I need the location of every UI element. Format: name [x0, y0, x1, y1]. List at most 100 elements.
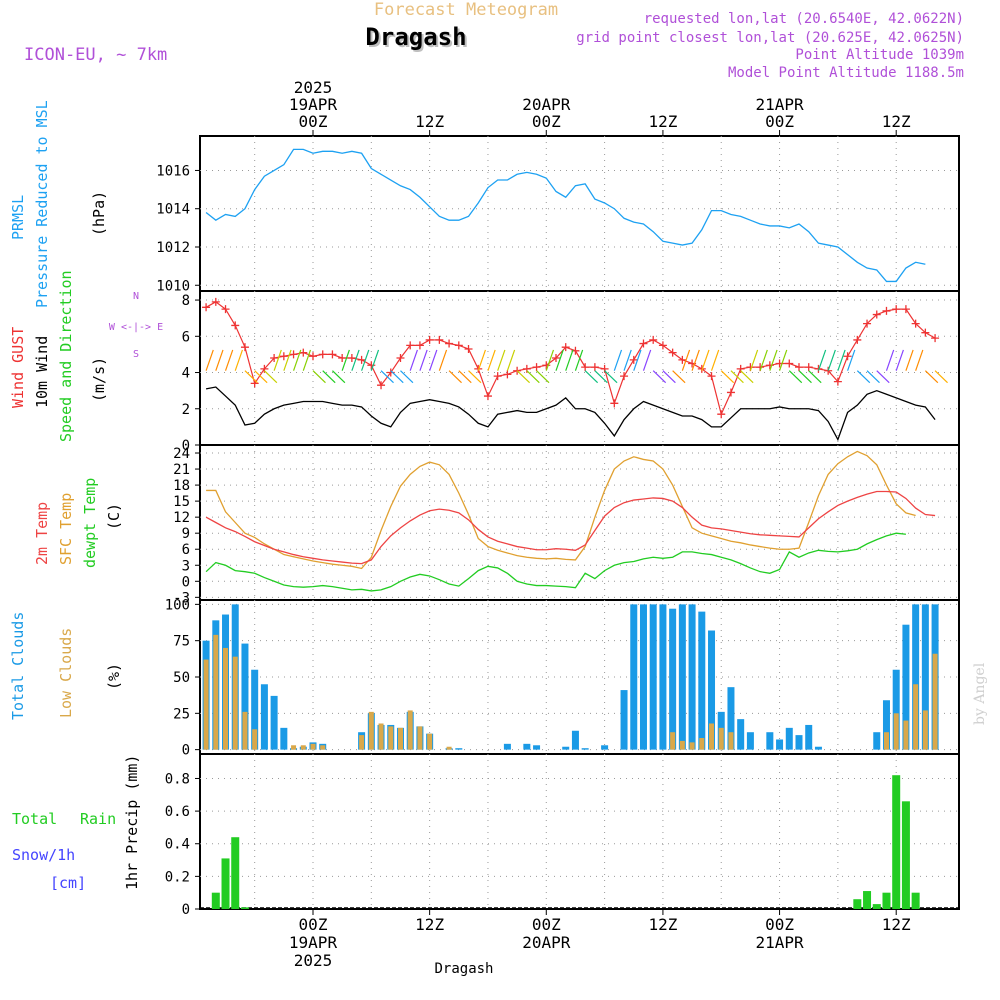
pressure-label-2: Pressure Reduced to MSL [33, 100, 51, 308]
clouds-ytick-label: 0 [182, 743, 190, 759]
bottom-time-label: 00Z [532, 915, 561, 934]
gust-marker [221, 305, 230, 314]
bottom-time-label: 19APR [289, 933, 338, 952]
gust-marker [318, 350, 327, 359]
wind-arrow [749, 349, 759, 371]
pressure-label-1: PRMSL [9, 195, 27, 240]
wind-arrow [409, 349, 418, 371]
panel-frames [199, 135, 960, 910]
gust-marker [726, 388, 735, 397]
gust-marker [765, 361, 774, 370]
wind-arrow [740, 370, 754, 384]
wind-arrow [380, 370, 394, 384]
wind-arrow [769, 349, 778, 371]
total-cloud-bar [708, 630, 716, 750]
gust-marker [406, 341, 415, 350]
precip-ytick-label: 0.4 [165, 837, 190, 853]
total-cloud-bar [912, 604, 920, 750]
low-cloud-bar [378, 723, 384, 750]
wind-arrow [905, 349, 914, 371]
gust-line [205, 301, 936, 417]
wind-arrow [487, 349, 496, 371]
gust-marker [464, 344, 473, 353]
wind-arrow [370, 349, 380, 371]
bottom-time-label: 12Z [648, 915, 677, 934]
wind-arrow [536, 370, 550, 384]
pressure-ytick-label: 1012 [156, 240, 190, 256]
gust-marker [454, 341, 463, 350]
precip-label-cm: [cm] [50, 874, 86, 892]
gust-marker [542, 361, 551, 370]
gust-marker [445, 339, 454, 348]
wind-arrow [594, 370, 608, 384]
total-cloud-bar [455, 748, 463, 750]
wind-arrow [497, 349, 506, 371]
wind-speed-line [205, 386, 936, 442]
gust-marker [872, 310, 881, 319]
wind-arrow [730, 370, 744, 384]
gust-marker [590, 363, 599, 372]
wind-arrow [808, 370, 822, 384]
low-cloud-bar [407, 710, 413, 750]
wind-arrow [312, 370, 326, 384]
wind-arrow [506, 349, 516, 371]
temp-ytick-label: 3 [182, 558, 190, 574]
low-cloud-bar [903, 720, 909, 750]
temp-label-sfc: SFC Temp [57, 493, 75, 565]
wind-arrow [847, 349, 856, 371]
total-cloud-bar [639, 604, 647, 750]
data-marks [200, 148, 959, 909]
low-cloud-bar [728, 732, 734, 750]
rain-bar [882, 892, 891, 909]
wind-arrow [351, 349, 360, 371]
gust-marker [202, 303, 211, 312]
wind-arrow [322, 370, 336, 384]
wind-arrow [574, 349, 584, 371]
bottom-time-label: 12Z [415, 915, 444, 934]
total-cloud-bar [746, 732, 754, 750]
temp-ytick-label: 12 [173, 510, 190, 526]
low-cloud-bar [446, 746, 452, 750]
clouds-ytick-label: 75 [173, 634, 190, 650]
wind-arrow [798, 370, 812, 384]
gust-marker [270, 354, 279, 363]
wind-arrow [934, 370, 948, 384]
compass-ew: W <-|-> E [109, 322, 163, 333]
gust-marker [649, 335, 658, 344]
precip-label-total: Total [12, 810, 57, 828]
low-cloud-bar [417, 726, 423, 750]
wind-arrow [361, 349, 370, 371]
rain-bar [872, 904, 881, 909]
precip-label-rain: Rain [80, 810, 116, 828]
rain-bar [911, 892, 920, 909]
total-cloud-bar [659, 604, 667, 750]
gust-marker [425, 335, 434, 344]
low-cloud-bar [913, 684, 919, 750]
gust-marker [707, 372, 716, 381]
total-cloud-bar [727, 687, 735, 750]
wind-arrow [662, 370, 676, 384]
low-cloud-bar [932, 653, 938, 750]
model-altitude: Model Point Altitude 1188.5m [728, 65, 964, 81]
wind-arrow [613, 349, 623, 371]
wind-arrow [565, 349, 574, 371]
cloud-unit: (%) [105, 663, 123, 690]
low-cloud-bar [427, 733, 433, 750]
rain-bar [853, 899, 862, 909]
wind-arrow [234, 349, 244, 371]
precip-labels: Total Rain Snow/1h [cm] 1hr Precip (mm) [12, 755, 141, 892]
wind-arrow [681, 349, 691, 371]
dewpt-line [205, 532, 906, 592]
location-title: Dragash [365, 23, 466, 51]
gust-marker [493, 372, 502, 381]
grid-lines [200, 136, 959, 909]
bottom-time-label: 00Z [299, 915, 328, 934]
gust-marker [600, 364, 609, 373]
total-cloud-bar [737, 719, 745, 750]
total-cloud-bar [892, 669, 900, 750]
wind-arrow [244, 370, 258, 384]
compass-south: S [133, 349, 139, 360]
precip-ytick-label: 0 [182, 902, 190, 918]
gust-marker [639, 339, 648, 348]
